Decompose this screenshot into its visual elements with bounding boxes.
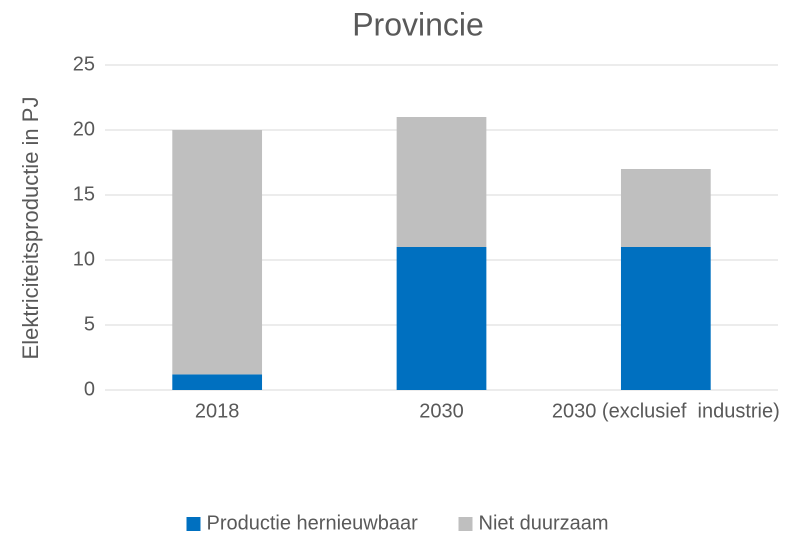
legend-label: Productie hernieuwbaar (207, 512, 419, 534)
chart-title: Provincie (352, 6, 484, 42)
x-tick-label: 2030 (419, 400, 464, 422)
bar-segment (620, 247, 711, 390)
bar-segment (396, 117, 487, 247)
y-tick-label: 15 (73, 183, 95, 205)
bar-segment (620, 169, 711, 247)
bar-segment (396, 247, 487, 390)
legend-label: Niet duurzaam (479, 512, 609, 534)
y-tick-label: 0 (84, 378, 95, 400)
x-tick-label: 2030 (exclusief industrie) (552, 400, 780, 422)
y-tick-label: 5 (84, 313, 95, 335)
legend-swatch (186, 517, 201, 531)
legend-swatch (458, 517, 473, 531)
y-tick-label: 20 (73, 118, 95, 140)
y-tick-label: 10 (73, 248, 95, 270)
x-tick-label: 2018 (195, 400, 240, 422)
bar-segment (172, 374, 263, 390)
y-tick-label: 25 (73, 53, 95, 75)
bar-segment (172, 130, 263, 375)
y-axis-label: Elektriciteitsproductie in PJ (18, 97, 43, 360)
